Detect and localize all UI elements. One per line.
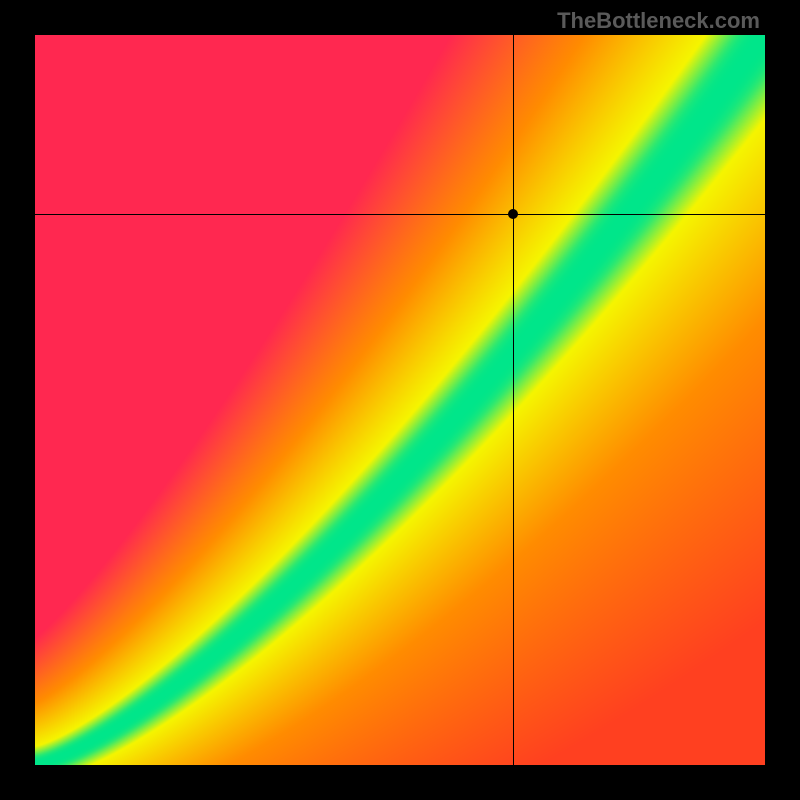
- crosshair-point: [508, 209, 518, 219]
- crosshair-vertical: [513, 35, 514, 765]
- bottleneck-heatmap: [35, 35, 765, 765]
- crosshair-horizontal: [35, 214, 765, 215]
- watermark-text: TheBottleneck.com: [557, 8, 760, 34]
- heatmap-canvas: [35, 35, 765, 765]
